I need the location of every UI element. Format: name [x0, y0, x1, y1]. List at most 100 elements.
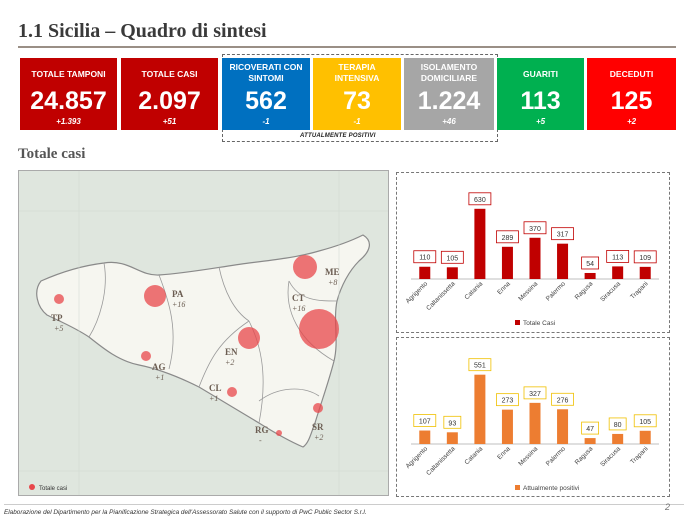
data-label-box — [581, 421, 600, 435]
case-bubbles — [54, 255, 339, 436]
bubble-me — [293, 255, 317, 279]
category-label: Siracusa — [599, 445, 622, 468]
footer-note: Elaborazione del Dipartimento per la Pia… — [4, 509, 367, 516]
bubble-ag — [141, 351, 151, 361]
data-label: 289 — [502, 235, 514, 242]
sicily-map: TP +5 PA +16 ME +8 CT +16 EN +2 AG +1 CL… — [18, 170, 389, 496]
data-label: 107 — [419, 419, 431, 426]
bubble-pa — [144, 285, 166, 307]
bar — [557, 243, 569, 279]
category-label: Catania — [464, 445, 485, 466]
province-code: PA — [172, 289, 184, 299]
map-svg: TP +5 PA +16 ME +8 CT +16 EN +2 AG +1 CL… — [19, 171, 388, 495]
data-label-box — [523, 221, 547, 235]
kpi-label: TOTALE CASI — [141, 69, 198, 79]
map-graticule — [19, 171, 388, 495]
category-label: Agrigento — [405, 445, 430, 470]
data-label-box — [606, 250, 630, 263]
map-legend-marker — [29, 484, 35, 490]
kpi-value: 125 — [610, 87, 653, 115]
data-label: 105 — [639, 419, 651, 426]
category-label: Enna — [496, 445, 512, 461]
kpi-deceased: DECEDUTI 125 +2 — [587, 58, 676, 130]
data-label: 630 — [474, 197, 486, 204]
kpi-delta: -1 — [353, 117, 361, 126]
bar — [446, 432, 458, 444]
bar — [419, 430, 431, 444]
kpi-delta: -1 — [262, 117, 270, 126]
province-delta: +2 — [314, 433, 323, 442]
kpi-value: 562 — [245, 87, 287, 115]
kpi-home-isolation: ISOLAMENTO DOMICILIARE 1.224 +46 — [404, 58, 494, 130]
data-label-box — [551, 227, 574, 241]
category-label: Messina — [517, 445, 539, 467]
bar — [501, 409, 513, 444]
kpi-label: RICOVERATI CON SINTOMI — [229, 62, 303, 83]
province-delta: +1 — [209, 394, 218, 403]
kpi-label: TERAPIA INTENSIVA — [334, 62, 380, 83]
data-label-box — [468, 192, 492, 206]
bar — [584, 272, 596, 279]
section-title: Totale casi — [18, 146, 86, 162]
province-code: CL — [209, 383, 222, 393]
data-label-box — [581, 256, 600, 270]
bar — [529, 402, 541, 444]
data-label-box — [440, 250, 464, 264]
kpi-label: ISOLAMENTO DOMICILIARE — [420, 62, 478, 83]
kpi-total-tests: TOTALE TAMPONI 24.857 +1.393 — [20, 58, 117, 130]
bar — [474, 208, 486, 279]
kpi-value: 1.224 — [417, 87, 481, 115]
data-label: 109 — [639, 255, 651, 262]
data-label: 327 — [529, 391, 541, 398]
province-code: AG — [152, 362, 166, 372]
bar — [612, 433, 624, 444]
bar — [612, 266, 624, 279]
kpi-value: 113 — [520, 87, 561, 115]
data-label: 47 — [586, 426, 594, 433]
category-label: Trapani — [629, 280, 649, 300]
province-code: TP — [51, 313, 63, 323]
legend-label: Attualmente positivi — [523, 485, 579, 492]
province-code: CT — [292, 293, 305, 303]
chart-total-cases-panel: 110 Agrigento 105 Caltanissetta 630 Catania 28… — [396, 172, 670, 333]
data-label-box — [496, 230, 519, 244]
province-code: SR — [312, 422, 324, 432]
bubble-rg — [276, 430, 282, 436]
data-label: 317 — [557, 232, 569, 239]
kpi-delta: +46 — [442, 117, 456, 126]
data-label-box — [523, 386, 547, 400]
bar — [419, 266, 431, 279]
positives-group-label: ATTUALMENTE POSITIVI — [300, 133, 376, 139]
data-label-box — [551, 392, 574, 406]
bubble-cl — [227, 387, 237, 397]
kpi-intensive-care: TERAPIA INTENSIVA 73 -1 — [313, 58, 401, 130]
legend-marker — [515, 485, 520, 490]
province-delta: +16 — [172, 300, 185, 309]
legend-label: Totale Casi — [523, 320, 555, 327]
bubble-sr — [313, 403, 323, 413]
kpi-delta: +2 — [626, 117, 637, 126]
kpi-value: 24.857 — [30, 87, 107, 115]
province-borders — [88, 262, 338, 424]
province-delta: +1 — [155, 373, 164, 382]
map-legend-label: Totale casi — [39, 486, 67, 492]
data-label: 54 — [586, 261, 594, 268]
bar — [474, 374, 486, 444]
bubble-tp — [54, 294, 64, 304]
category-label: Messina — [517, 280, 539, 302]
province-code: ME — [325, 267, 340, 277]
data-label-box — [608, 417, 627, 431]
footer-divider — [4, 504, 684, 505]
bubble-ct — [299, 309, 339, 349]
category-label: Ragusa — [574, 280, 595, 301]
kpi-label: GUARITI — [523, 69, 558, 79]
data-label-box — [443, 415, 462, 429]
province-code: RG — [255, 425, 269, 435]
data-label: 551 — [474, 363, 486, 370]
legend-marker — [515, 320, 520, 325]
chart-total-cases: 110 Agrigento 105 Caltanissetta 630 Catania 28… — [405, 192, 659, 327]
bar — [639, 266, 651, 279]
chart-active-positives: 107 Agrigento 93 Caltanissetta 551 Catania 273… — [405, 358, 659, 492]
category-label: Enna — [496, 280, 512, 296]
data-label-box — [633, 414, 657, 428]
